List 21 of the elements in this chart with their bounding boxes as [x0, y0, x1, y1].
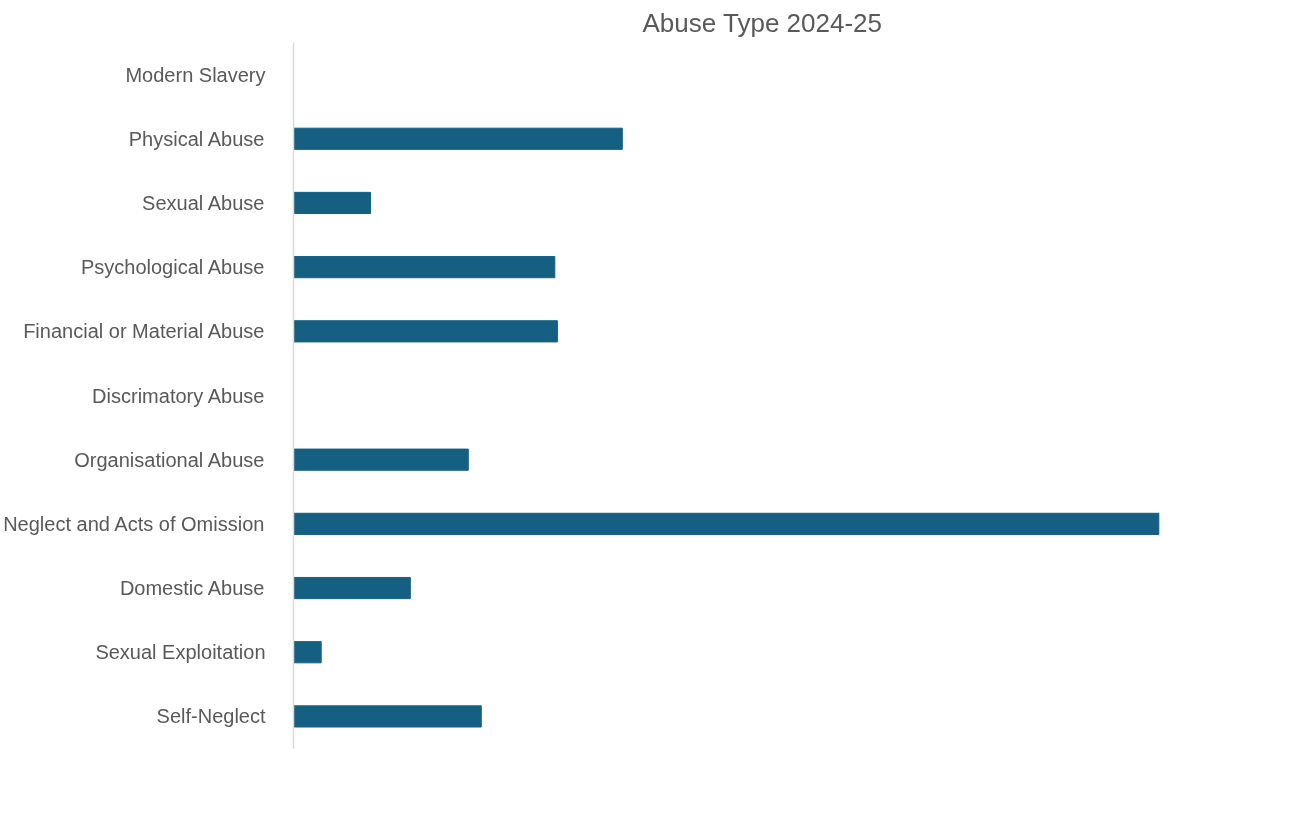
bar [293, 256, 556, 279]
bar [293, 576, 411, 600]
y-tick-label: Financial or Material Abuse [23, 320, 265, 343]
y-tick-label: Discrimatory Abuse [92, 384, 265, 407]
y-tick-label: Neglect and Acts of Omission [3, 512, 265, 535]
y-tick-label: Self-Neglect [156, 705, 266, 728]
y-tick-label: Modern Slavery [125, 63, 266, 86]
bar [293, 127, 623, 150]
y-tick-label: Sexual Abuse [142, 191, 265, 214]
bar [293, 705, 482, 728]
bar [293, 320, 558, 343]
bar [293, 512, 1160, 535]
y-tick-label: Organisational Abuse [74, 448, 265, 471]
chart-title: Abuse Type 2024-25 [642, 7, 883, 38]
y-tick-label: Physical Abuse [128, 127, 265, 150]
bar [293, 191, 372, 215]
bar [293, 641, 322, 664]
y-tick-label: Domestic Abuse [119, 577, 265, 600]
bar [293, 448, 469, 471]
y-tick-label: Sexual Exploitation [95, 641, 266, 664]
y-tick-label: Psychological Abuse [80, 256, 265, 279]
